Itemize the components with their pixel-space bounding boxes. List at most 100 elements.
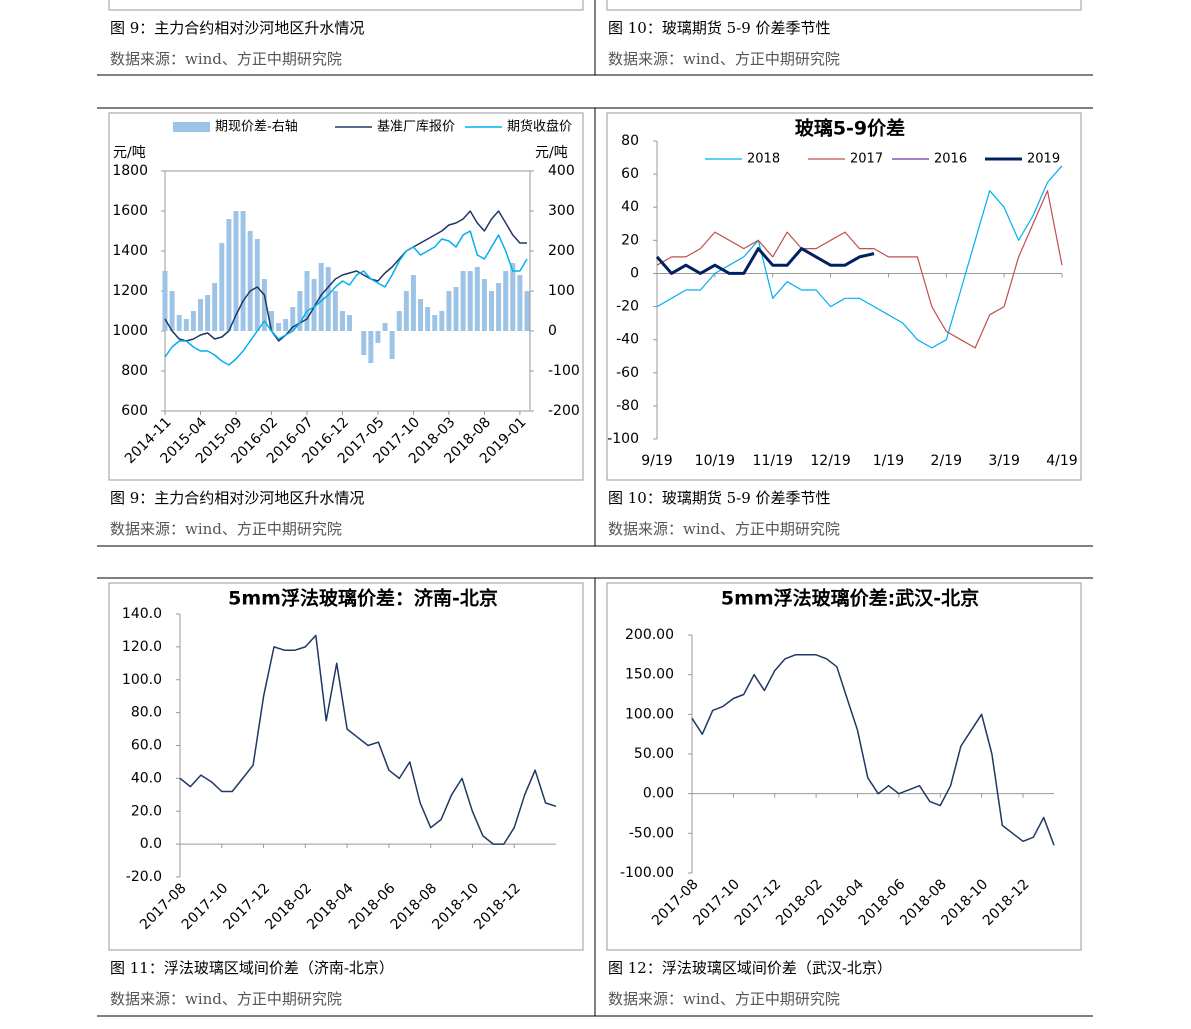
- y-tick-label: -20: [616, 299, 639, 315]
- y-tick-label: 20.0: [131, 803, 162, 819]
- y-tick-label: 0.00: [643, 786, 674, 802]
- y-tick-label: 1200: [112, 283, 148, 299]
- series-line: [164, 230, 528, 366]
- bar: [169, 291, 175, 331]
- y-tick-label: 40: [621, 199, 639, 215]
- y-tick-label: 1600: [112, 203, 148, 219]
- bar: [268, 311, 274, 331]
- x-tick-label: 9/19: [641, 453, 672, 469]
- frame: [606, 582, 1082, 951]
- bar: [389, 331, 395, 359]
- bar: [510, 263, 516, 331]
- y-tick-label: 800: [121, 363, 148, 379]
- bar: [226, 219, 232, 331]
- y-tick-label: 120.0: [122, 639, 162, 655]
- x-tick-label: 12/19: [810, 453, 850, 469]
- caption: 图 9：主力合约相对沙河地区升水情况: [110, 489, 364, 507]
- y-tick-label: -20.0: [126, 869, 162, 885]
- bar: [524, 291, 530, 331]
- y-unit: 元/吨: [113, 145, 146, 161]
- series-line: [656, 190, 1063, 349]
- x-tick-label: 2/19: [931, 453, 962, 469]
- caption: 图 10：玻璃期货 5-9 价差季节性: [608, 489, 831, 507]
- chart-frames: [108, 0, 1082, 951]
- source: 数据来源：wind、方正中期研究院: [608, 990, 840, 1008]
- bar: [453, 287, 459, 331]
- legend-label: 2016: [934, 152, 967, 167]
- y2-tick-label: 400: [548, 163, 575, 179]
- y-tick-label: -80: [616, 398, 639, 414]
- frame: [108, 112, 584, 481]
- bar: [297, 291, 303, 331]
- legend-label: 期货收盘价: [507, 119, 572, 135]
- bar: [467, 271, 473, 331]
- bar: [489, 291, 494, 331]
- source: 数据来源：wind、方正中期研究院: [608, 520, 840, 538]
- chart-title: 玻璃5-9价差: [795, 117, 905, 140]
- y2-unit: 元/吨: [535, 145, 568, 161]
- bar: [183, 319, 189, 331]
- series-line: [164, 210, 527, 342]
- bar: [410, 275, 416, 331]
- bar: [162, 271, 168, 331]
- layout-lines: [97, 0, 1093, 1017]
- bar: [233, 211, 239, 331]
- y2-tick-label: -100: [548, 363, 580, 379]
- y-tick-label: 60.0: [131, 738, 162, 754]
- bar: [261, 279, 267, 331]
- x-tick-label: 3/19: [988, 453, 1019, 469]
- y-tick-label: 80.0: [131, 705, 162, 721]
- legend-label: 2018: [747, 152, 780, 167]
- x-tick-label: 4/19: [1046, 453, 1077, 469]
- bar: [219, 243, 225, 331]
- y-tick-label: -60: [616, 365, 639, 381]
- bar: [283, 319, 289, 331]
- legend-swatch: [173, 122, 210, 132]
- y-tick-label: 1400: [112, 243, 148, 259]
- y-tick-label: 1000: [112, 323, 148, 339]
- bar: [247, 231, 253, 331]
- bar: [481, 279, 487, 331]
- bar: [332, 291, 338, 331]
- bar: [205, 295, 211, 331]
- x-tick-label: 2018-12: [471, 880, 524, 933]
- y-tick-label: 600: [121, 403, 148, 419]
- y2-tick-label: 300: [548, 203, 575, 219]
- x-tick-label: 1/19: [873, 453, 904, 469]
- bar: [446, 291, 452, 331]
- y2-tick-label: -200: [548, 403, 580, 419]
- caption: 图 10：玻璃期货 5-9 价差季节性: [608, 19, 831, 37]
- bar: [503, 271, 509, 331]
- y-tick-label: 100.0: [122, 672, 162, 688]
- chart-title: 5mm浮法玻璃价差:武汉-北京: [721, 587, 979, 610]
- series-line: [179, 634, 557, 845]
- bar: [517, 275, 523, 331]
- bar: [276, 323, 282, 331]
- caption: 图 9：主力合约相对沙河地区升水情况: [110, 19, 364, 37]
- bar: [496, 283, 502, 331]
- bar: [361, 331, 367, 355]
- source: 数据来源：wind、方正中期研究院: [110, 520, 342, 538]
- x-tick-label: 11/19: [753, 453, 793, 469]
- y2-tick-label: 0: [548, 323, 557, 339]
- bar: [190, 311, 196, 331]
- bar: [212, 283, 218, 331]
- series-line: [691, 654, 1055, 846]
- bar: [325, 267, 331, 331]
- bar: [176, 315, 182, 331]
- y-tick-label: 40.0: [131, 770, 162, 786]
- bar: [318, 263, 324, 331]
- y-tick-label: -100.00: [620, 865, 674, 881]
- y-tick-label: 50.00: [634, 746, 674, 762]
- bar: [460, 271, 466, 331]
- y2-tick-label: 200: [548, 243, 575, 259]
- legend-label: 2017: [850, 152, 883, 167]
- bar: [240, 211, 246, 331]
- bar: [290, 307, 296, 331]
- frame: [108, 582, 584, 951]
- series-line: [656, 165, 1063, 349]
- y-tick-label: 60: [621, 166, 639, 182]
- y-tick-label: -40: [616, 332, 639, 348]
- y-tick-label: 150.00: [625, 667, 674, 683]
